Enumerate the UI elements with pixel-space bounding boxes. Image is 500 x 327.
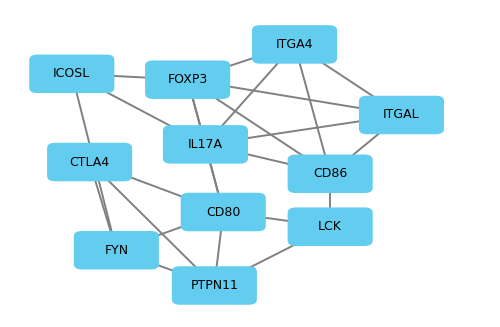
Text: CTLA4: CTLA4: [70, 156, 110, 168]
Text: ICOSL: ICOSL: [53, 67, 90, 80]
FancyBboxPatch shape: [30, 55, 114, 93]
Text: FOXP3: FOXP3: [168, 73, 208, 86]
FancyBboxPatch shape: [288, 155, 372, 193]
FancyBboxPatch shape: [288, 207, 372, 246]
FancyBboxPatch shape: [47, 143, 132, 181]
Text: PTPN11: PTPN11: [190, 279, 238, 292]
FancyBboxPatch shape: [180, 193, 266, 231]
Text: LCK: LCK: [318, 220, 342, 233]
FancyBboxPatch shape: [172, 266, 257, 305]
FancyBboxPatch shape: [359, 96, 444, 134]
Text: FYN: FYN: [104, 244, 128, 257]
FancyBboxPatch shape: [252, 25, 337, 64]
Text: CD80: CD80: [206, 205, 240, 218]
FancyBboxPatch shape: [74, 231, 159, 269]
Text: ITGA4: ITGA4: [276, 38, 314, 51]
Text: CD86: CD86: [313, 167, 348, 180]
Text: IL17A: IL17A: [188, 138, 223, 151]
FancyBboxPatch shape: [163, 125, 248, 164]
FancyBboxPatch shape: [145, 60, 230, 99]
Text: ITGAL: ITGAL: [383, 109, 420, 122]
